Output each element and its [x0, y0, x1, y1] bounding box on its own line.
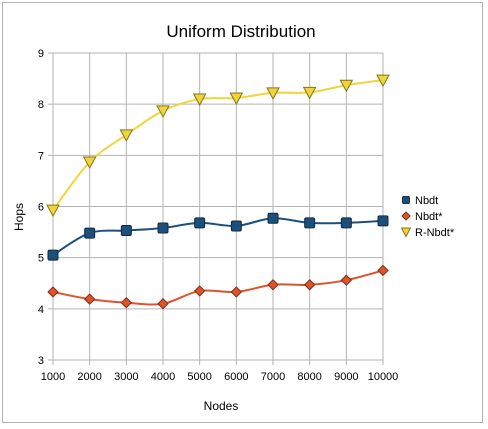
data-point: [302, 86, 317, 100]
data-point: [47, 286, 59, 298]
data-point: [377, 264, 389, 277]
data-point: [120, 225, 132, 237]
y-tick-label: 5: [38, 253, 44, 265]
data-point: [339, 79, 354, 93]
data-point: [193, 285, 206, 297]
series-layer: [46, 74, 390, 310]
data-point: [84, 227, 96, 239]
x-tick-label: 1000: [41, 371, 65, 383]
data-point: [82, 156, 97, 170]
x-axis-label: Nodes: [204, 399, 239, 413]
data-point: [340, 274, 353, 286]
data-point: [83, 293, 96, 305]
legend-item: Nbdt: [402, 195, 438, 207]
data-point: [377, 215, 389, 227]
line-chart: Uniform Distribution Nodes Hops 3 4 5 6 7 8 9 1…: [12, 22, 455, 413]
series-nbdt: [47, 212, 389, 261]
data-point: [230, 286, 243, 298]
x-tick-label: 9000: [334, 371, 358, 383]
data-point: [266, 87, 280, 100]
y-tick-label: 6: [38, 202, 44, 214]
data-point: [157, 222, 169, 234]
legend-label: Nbdt: [415, 195, 438, 207]
legend-swatch: [401, 211, 411, 221]
data-point: [304, 217, 316, 229]
x-tick-label: 4000: [151, 371, 175, 383]
series-r-nbdt-: [46, 74, 390, 218]
series-line: [52, 217, 384, 256]
x-tick-label: 10000: [368, 371, 399, 383]
data-point: [303, 279, 316, 291]
data-point: [267, 212, 279, 224]
data-point: [194, 217, 206, 229]
chart-frame: Uniform Distribution Nodes Hops 3 4 5 6 7 8 9 1…: [2, 2, 483, 423]
legend-swatch: [400, 227, 412, 238]
data-point: [376, 74, 390, 88]
legend-label: Nbdt*: [415, 211, 443, 223]
data-point: [156, 105, 170, 118]
chart-title: Uniform Distribution: [166, 22, 315, 41]
legend: Nbdt Nbdt* R-Nbdt*: [400, 195, 455, 239]
tick-labels: 3 4 5 6 7 8 9 1000 2000 3000 4000 5000 6000 7000 8000 9…: [38, 48, 398, 383]
legend-label: R-Nbdt*: [415, 227, 455, 239]
y-tick-label: 9: [38, 48, 44, 60]
data-point: [119, 129, 134, 142]
data-point: [47, 249, 59, 261]
series-nbdt-: [47, 264, 389, 310]
series-line: [52, 79, 384, 211]
y-axis-label: Hops: [12, 203, 26, 231]
x-tick-label: 3000: [114, 371, 138, 383]
x-tick-label: 7000: [261, 371, 285, 383]
x-tick-label: 2000: [77, 371, 101, 383]
data-point: [230, 220, 242, 232]
y-tick-label: 3: [38, 355, 44, 367]
x-tick-label: 8000: [297, 371, 321, 383]
data-point: [46, 204, 60, 218]
data-point: [157, 298, 169, 310]
data-point: [267, 279, 279, 291]
y-tick-label: 7: [38, 150, 44, 162]
legend-swatch: [402, 196, 410, 204]
data-point: [340, 217, 352, 229]
x-tick-label: 5000: [187, 371, 211, 383]
y-tick-label: 8: [38, 99, 44, 111]
y-tick-label: 4: [38, 304, 44, 316]
legend-item: R-Nbdt*: [400, 227, 455, 239]
series-line: [52, 269, 384, 306]
data-point: [192, 93, 207, 107]
legend-item: Nbdt*: [401, 211, 443, 223]
data-point: [120, 296, 133, 309]
axes: [48, 52, 384, 365]
data-point: [229, 92, 244, 106]
x-tick-label: 6000: [224, 371, 248, 383]
